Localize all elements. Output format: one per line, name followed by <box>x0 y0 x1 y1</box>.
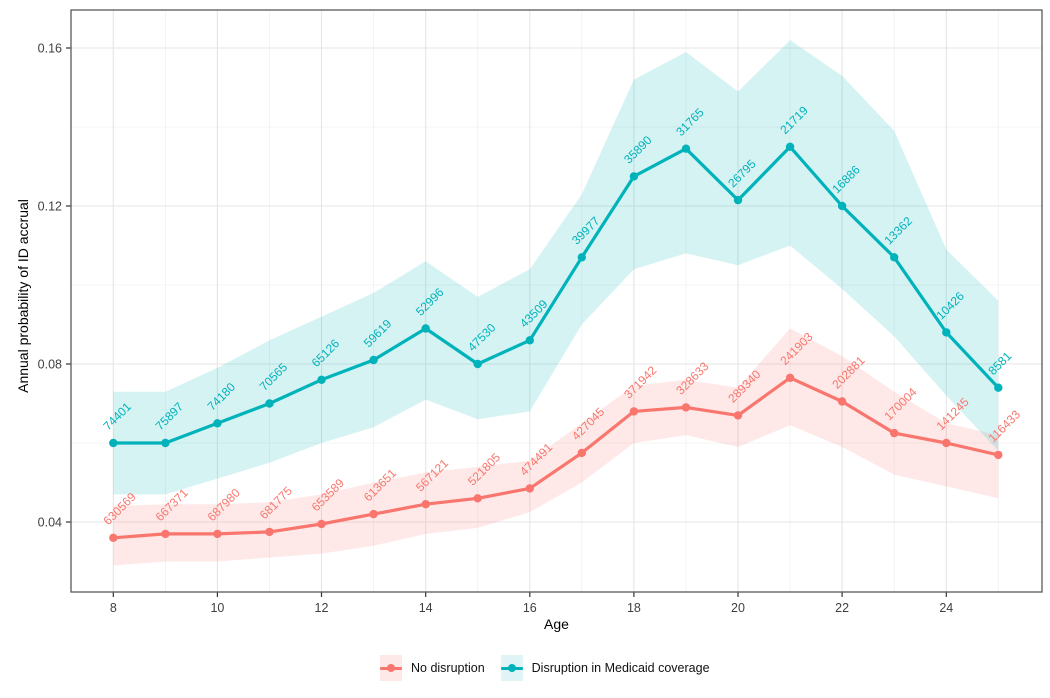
point-disruption <box>525 336 534 345</box>
legend-label-disruption: Disruption in Medicaid coverage <box>531 661 710 675</box>
legend-point-icon <box>387 664 395 672</box>
ci-ribbon-disruption <box>113 40 999 495</box>
legend-key-disruption <box>500 655 523 681</box>
point-disruption <box>577 253 586 262</box>
point-no-disruption <box>785 373 795 382</box>
point-no-disruption <box>629 407 639 416</box>
point-no-disruption <box>473 494 482 503</box>
legend-key-no-disruption <box>380 655 402 681</box>
point-no-disruption <box>317 519 326 529</box>
point-disruption <box>473 359 482 369</box>
y-tick-label: 0.16 <box>38 42 62 56</box>
point-disruption <box>837 201 847 211</box>
line-disruption <box>111 145 1000 445</box>
point-disruption <box>369 355 378 365</box>
point-disruption <box>785 142 795 151</box>
point-no-disruption <box>265 527 274 537</box>
legend-point-icon <box>507 664 516 672</box>
point-disruption <box>629 172 639 181</box>
x-tick-label: 24 <box>939 601 953 615</box>
y-tick-label: 0.04 <box>38 516 62 530</box>
point-disruption <box>994 383 1003 392</box>
point-disruption <box>681 144 691 153</box>
x-tick-label: 18 <box>627 601 641 615</box>
point-no-disruption <box>525 484 534 493</box>
legend-item-disruption: Disruption in Medicaid coverage <box>500 655 710 681</box>
x-tick-label: 12 <box>315 601 329 615</box>
x-tick-label: 10 <box>210 601 224 615</box>
point-disruption <box>317 375 326 384</box>
y-tick-label: 0.08 <box>38 358 62 372</box>
x-tick-label: 14 <box>419 601 433 615</box>
point-disruption <box>109 438 118 448</box>
panel-border <box>70 9 1043 593</box>
point-no-disruption <box>837 397 847 406</box>
y-axis-title: Annual probability of ID accrual <box>15 199 31 393</box>
y-tick-label: 0.12 <box>38 200 62 214</box>
point-no-disruption <box>109 533 118 542</box>
point-disruption <box>213 419 222 428</box>
x-axis-title: Age <box>544 616 569 632</box>
x-tick-label: 20 <box>731 601 745 615</box>
x-tick-label: 22 <box>835 601 849 615</box>
plot-panel <box>71 10 1042 592</box>
point-disruption <box>161 438 170 448</box>
point-disruption <box>942 328 951 337</box>
point-no-disruption <box>994 450 1003 460</box>
point-no-disruption <box>577 448 586 458</box>
point-no-disruption <box>890 428 899 438</box>
point-disruption <box>890 253 899 262</box>
legend-label-no-disruption: No disruption <box>411 661 485 675</box>
point-disruption <box>265 399 274 408</box>
point-no-disruption <box>213 529 222 539</box>
point-disruption <box>421 324 430 333</box>
point-no-disruption <box>681 403 691 412</box>
point-no-disruption <box>421 500 430 509</box>
legend: No disruption Disruption in Medicaid cov… <box>380 655 726 681</box>
line-no-disruption <box>111 376 1000 540</box>
point-no-disruption <box>369 509 378 519</box>
x-tick-label: 16 <box>523 601 537 615</box>
x-tick-label: 8 <box>110 601 117 615</box>
point-no-disruption <box>942 438 951 448</box>
point-disruption <box>733 195 743 205</box>
legend-item-no-disruption: No disruption <box>380 655 485 681</box>
point-no-disruption <box>733 411 743 420</box>
point-no-disruption <box>161 529 170 539</box>
